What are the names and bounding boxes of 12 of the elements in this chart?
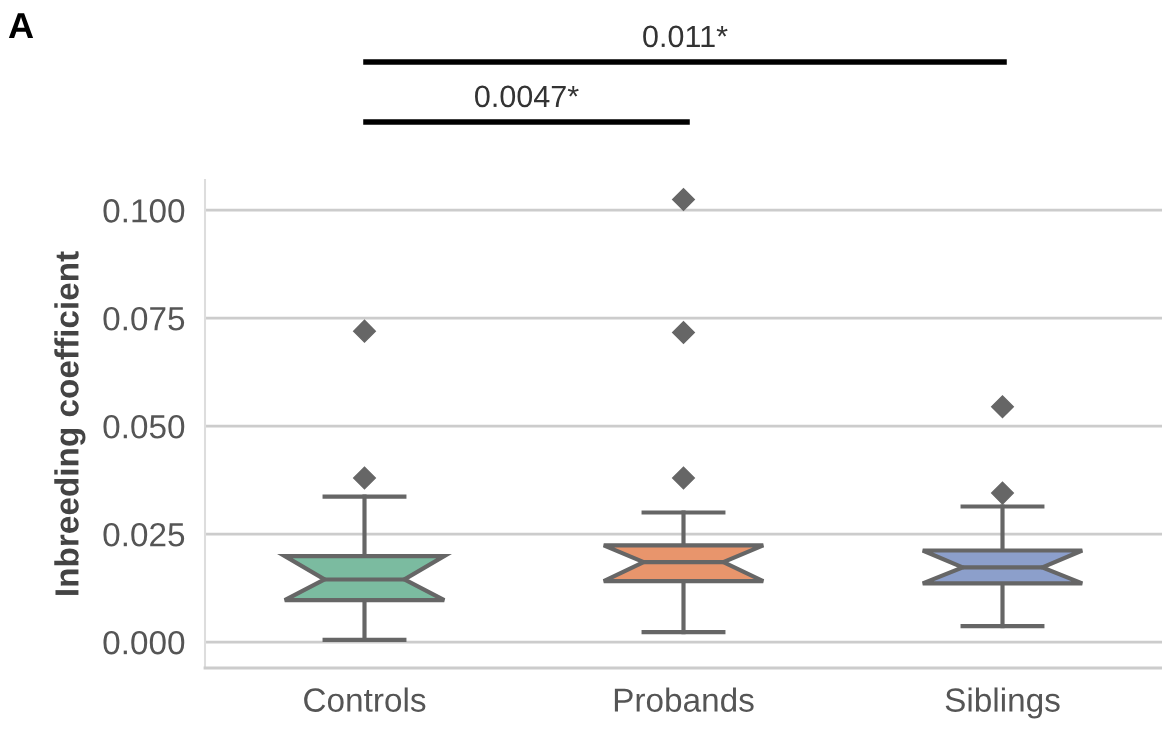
y-tick-label: 0.100 (103, 199, 185, 223)
text: 0.011* (643, 25, 728, 48)
x-tick-label: Siblings (945, 687, 1060, 719)
y-tick-label: 0.075 (103, 307, 185, 331)
y-tick-label: 0.025 (103, 522, 185, 547)
y-axis-title: Inbreeding coefficient (54, 251, 86, 595)
x-tick-label: Controls (304, 687, 426, 712)
chart-title: A (8, 13, 34, 38)
text: 0.0047* (475, 85, 579, 108)
y-tick-label: 0.050 (103, 414, 185, 439)
y-tick-label: 0.000 (103, 630, 185, 655)
x-tick-label: Probands (614, 687, 754, 712)
